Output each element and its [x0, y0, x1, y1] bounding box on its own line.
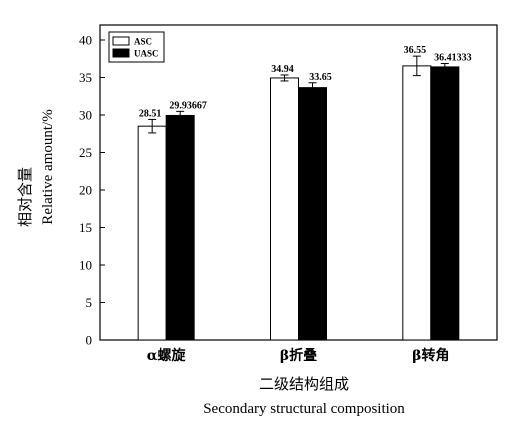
- y-tick-label: 5: [86, 295, 93, 310]
- bar-asc: [137, 125, 167, 341]
- data-label: 36.55: [404, 45, 427, 56]
- legend-label-uasc: UASC: [134, 49, 159, 59]
- y-tick-label: 40: [79, 33, 92, 48]
- bar-asc: [270, 77, 299, 341]
- data-label: 36.41333: [434, 53, 472, 64]
- chart-legend: ASC UASC: [108, 31, 165, 63]
- y-tick-label: 0: [86, 333, 93, 348]
- y-tick-label: 30: [79, 108, 92, 123]
- y-tick-label: 20: [79, 183, 92, 198]
- y-tick-label: 25: [79, 145, 92, 160]
- data-label: 33.65: [309, 72, 332, 83]
- y-tick-label: 10: [79, 258, 92, 273]
- legend-label-asc: ASC: [134, 37, 152, 47]
- bar-uasc: [298, 87, 327, 341]
- legend-swatch-asc: [112, 36, 130, 46]
- bar-asc: [402, 65, 432, 341]
- y-axis-title-en: Relative amount/%: [40, 109, 56, 224]
- data-label: 34.94: [271, 64, 294, 75]
- x-axis-title-cn: 二级结构组成: [259, 375, 349, 393]
- chart-bars: 28.51 29.93667 34.94 33.65 36.55 36.41333: [137, 45, 472, 341]
- y-tick-label: 15: [79, 220, 92, 235]
- x-tick-label: α螺旋: [147, 347, 187, 364]
- y-tick-label: 35: [79, 70, 92, 85]
- y-axis-title-cn: 相对含量: [16, 167, 34, 227]
- data-label: 29.93667: [169, 100, 207, 111]
- legend-swatch-uasc: [112, 48, 130, 58]
- bar-uasc: [165, 114, 195, 341]
- x-tick-label: β转角: [412, 347, 449, 364]
- bar-uasc: [430, 66, 460, 341]
- x-axis-title-en: Secondary structural composition: [203, 401, 405, 417]
- x-tick-label: β折叠: [280, 347, 317, 364]
- chart-titles: 二级结构组成 Secondary structural composition …: [16, 109, 405, 417]
- data-label: 28.51: [139, 108, 162, 119]
